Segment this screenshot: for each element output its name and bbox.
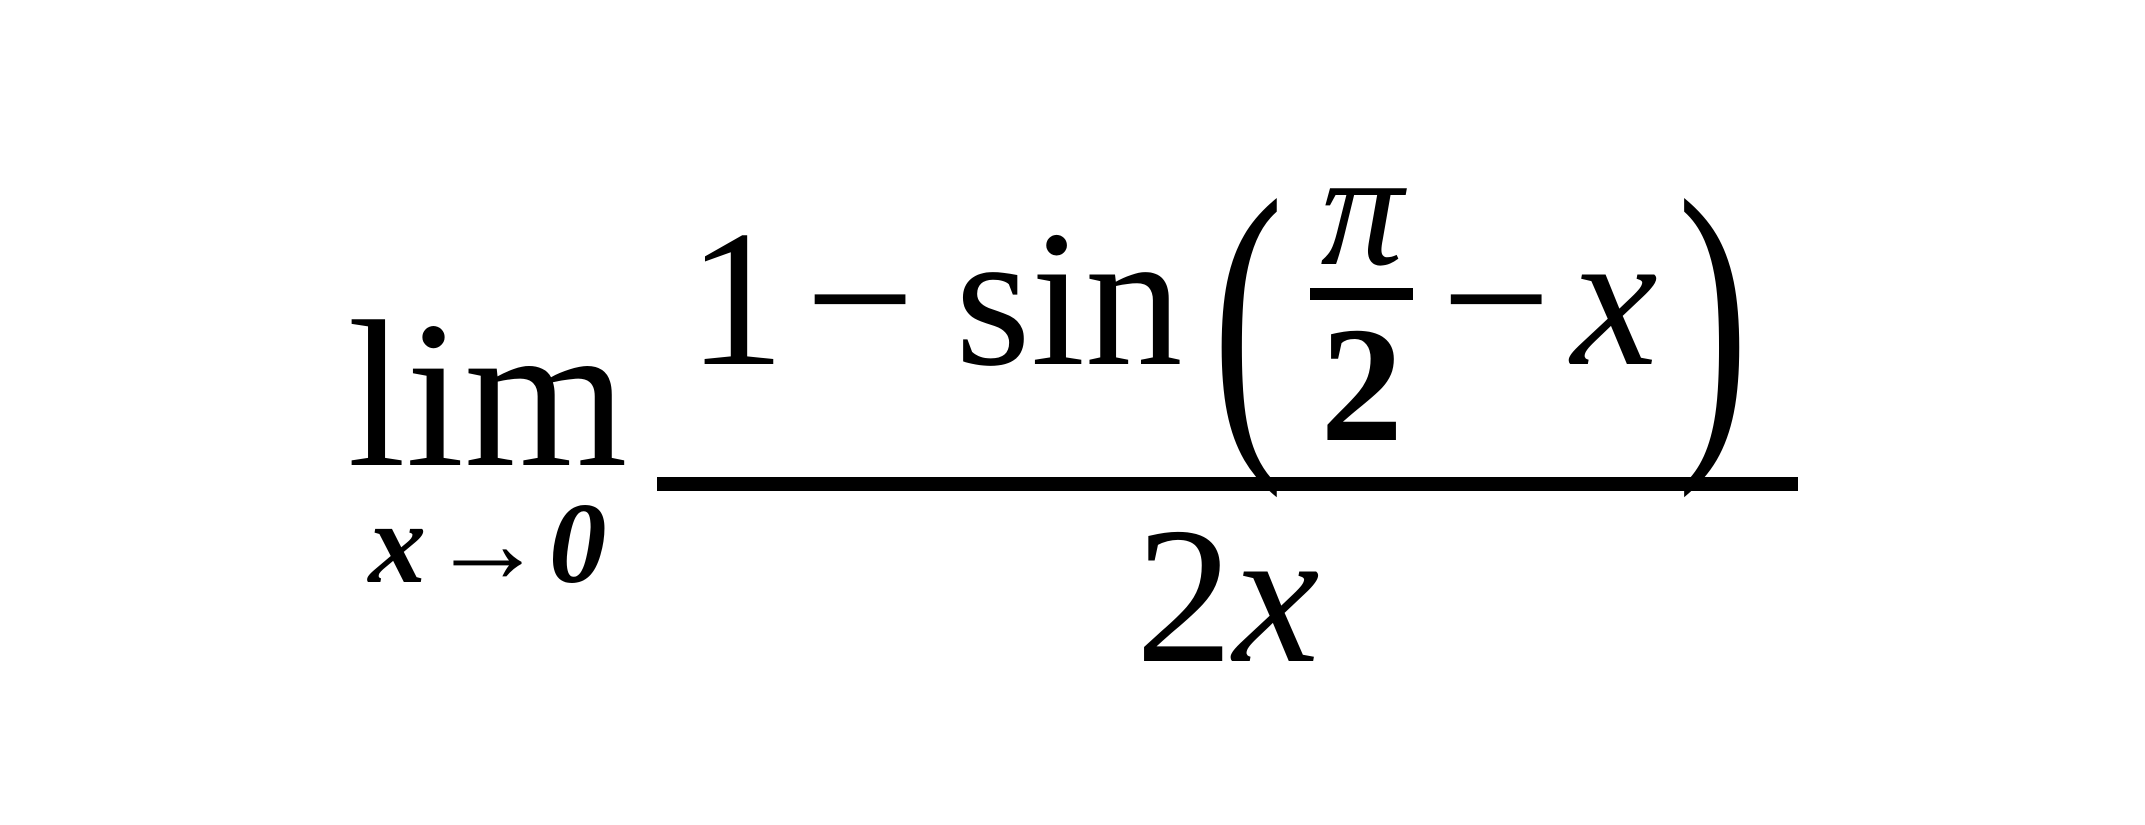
minus-2: −: [1441, 202, 1551, 397]
limit-variable: x: [368, 480, 426, 607]
lim-operator: lim: [347, 290, 627, 500]
right-paren: ): [1677, 185, 1748, 449]
limit-target: 0: [549, 480, 607, 607]
denominator-x: x: [1233, 488, 1320, 704]
pi-symbol: π: [1310, 131, 1413, 288]
denominator-2: 2: [1135, 488, 1233, 704]
pi-over-2: π 2: [1310, 131, 1413, 467]
arrow-icon: →: [430, 492, 545, 596]
inner-denominator-2: 2: [1321, 300, 1404, 467]
limit-operator-block: lim x→0: [347, 290, 627, 596]
denominator: 2x: [1135, 491, 1319, 694]
left-paren: (: [1212, 185, 1283, 449]
numerator: 1 − sin ( π 2 − x ): [657, 131, 1797, 477]
main-fraction: 1 − sin ( π 2 − x ) 2x: [657, 131, 1797, 694]
paren-content: π 2 − x: [1302, 131, 1657, 467]
minus-1: −: [805, 202, 915, 397]
limit-expression: lim x→0 1 − sin ( π 2 − x ) 2x: [347, 131, 1797, 694]
numerator-x: x: [1571, 202, 1658, 397]
sin-function: sin: [955, 202, 1183, 397]
limit-subscript: x→0: [368, 492, 606, 596]
numerator-one: 1: [687, 202, 785, 397]
